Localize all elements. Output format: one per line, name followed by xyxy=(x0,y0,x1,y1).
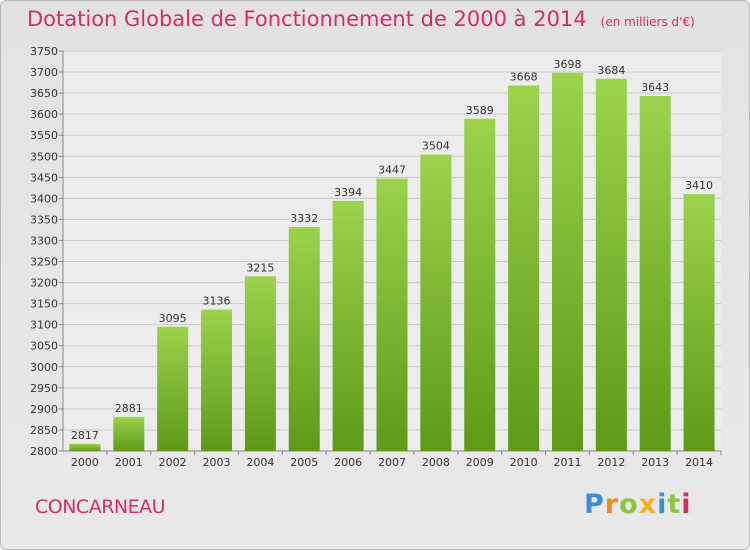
chart-title: Dotation Globale de Fonctionnement de 20… xyxy=(27,7,695,31)
y-tick-label: 3000 xyxy=(30,361,58,374)
y-tick-label: 3300 xyxy=(30,234,58,247)
x-tick-label: 2006 xyxy=(334,456,362,469)
y-tick-label: 3150 xyxy=(30,298,58,311)
x-tick-label: 2005 xyxy=(290,456,318,469)
logo-letter: o xyxy=(619,489,639,520)
bar xyxy=(69,443,101,451)
bar-value-label: 3332 xyxy=(290,212,318,225)
y-tick-label: 3750 xyxy=(30,45,58,58)
logo-letter: x xyxy=(638,489,658,520)
logo-letter: t xyxy=(667,489,682,520)
x-tick-label: 2000 xyxy=(71,456,99,469)
bar xyxy=(420,154,452,451)
bar-value-label: 3643 xyxy=(641,81,669,94)
bar-value-label: 3684 xyxy=(597,64,625,77)
y-tick-label: 3050 xyxy=(30,340,58,353)
x-tick-label: 2008 xyxy=(422,456,450,469)
logo-letter: r xyxy=(604,489,620,520)
bar xyxy=(376,178,408,451)
y-tick-label: 3250 xyxy=(30,256,58,269)
proxiti-logo: Proxiti xyxy=(584,489,692,520)
bar-value-label: 3394 xyxy=(334,186,362,199)
bar xyxy=(508,85,540,452)
x-tick-label: 2009 xyxy=(466,456,494,469)
bar-value-label: 3698 xyxy=(553,58,581,71)
bar-value-label: 3668 xyxy=(510,71,538,84)
y-tick-label: 3400 xyxy=(30,192,58,205)
bar xyxy=(683,194,715,451)
bar xyxy=(551,72,583,451)
y-tick-label: 3550 xyxy=(30,129,58,142)
bar xyxy=(244,276,276,451)
bar-value-label: 2817 xyxy=(71,429,99,442)
x-tick-label: 2001 xyxy=(115,456,143,469)
y-tick-label: 3700 xyxy=(30,66,58,79)
x-tick-label: 2013 xyxy=(641,456,669,469)
bar-value-label: 2881 xyxy=(115,402,143,415)
y-tick-label: 2950 xyxy=(30,382,58,395)
x-tick-label: 2007 xyxy=(378,456,406,469)
logo-letter: P xyxy=(584,489,605,520)
bar-value-label: 3447 xyxy=(378,164,406,177)
bar xyxy=(157,326,189,451)
bar xyxy=(595,78,627,451)
x-tick-label: 2010 xyxy=(510,456,538,469)
bar-value-label: 3589 xyxy=(466,104,494,117)
city-name: CONCARNEAU xyxy=(35,496,166,518)
bar xyxy=(332,200,364,451)
bar xyxy=(288,227,320,451)
x-tick-label: 2012 xyxy=(597,456,625,469)
bar xyxy=(113,416,145,451)
bar-value-label: 3095 xyxy=(159,312,187,325)
y-tick-label: 3500 xyxy=(30,150,58,163)
logo-letter: i xyxy=(681,489,692,520)
bar-value-label: 3504 xyxy=(422,140,450,153)
y-tick-label: 3650 xyxy=(30,87,58,100)
chart-unit: (en milliers d'€) xyxy=(600,15,695,29)
bar-value-label: 3410 xyxy=(685,179,713,192)
x-tick-label: 2014 xyxy=(685,456,713,469)
x-tick-label: 2004 xyxy=(246,456,274,469)
y-tick-label: 3100 xyxy=(30,319,58,332)
y-tick-label: 3600 xyxy=(30,108,58,121)
bar xyxy=(464,118,496,451)
x-tick-label: 2002 xyxy=(159,456,187,469)
x-tick-label: 2003 xyxy=(203,456,231,469)
y-tick-label: 2900 xyxy=(30,403,58,416)
y-tick-label: 3200 xyxy=(30,277,58,290)
bar-value-label: 3215 xyxy=(246,261,274,274)
y-tick-label: 2850 xyxy=(30,424,58,437)
y-tick-label: 3450 xyxy=(30,171,58,184)
y-tick-label: 3350 xyxy=(30,213,58,226)
bar-value-label: 3136 xyxy=(203,295,231,308)
y-tick-label: 2800 xyxy=(30,445,58,458)
chart-title-text: Dotation Globale de Fonctionnement de 20… xyxy=(27,7,587,31)
bar xyxy=(639,96,671,451)
x-tick-label: 2011 xyxy=(553,456,581,469)
bar xyxy=(201,309,233,451)
logo-letter: i xyxy=(657,489,668,520)
